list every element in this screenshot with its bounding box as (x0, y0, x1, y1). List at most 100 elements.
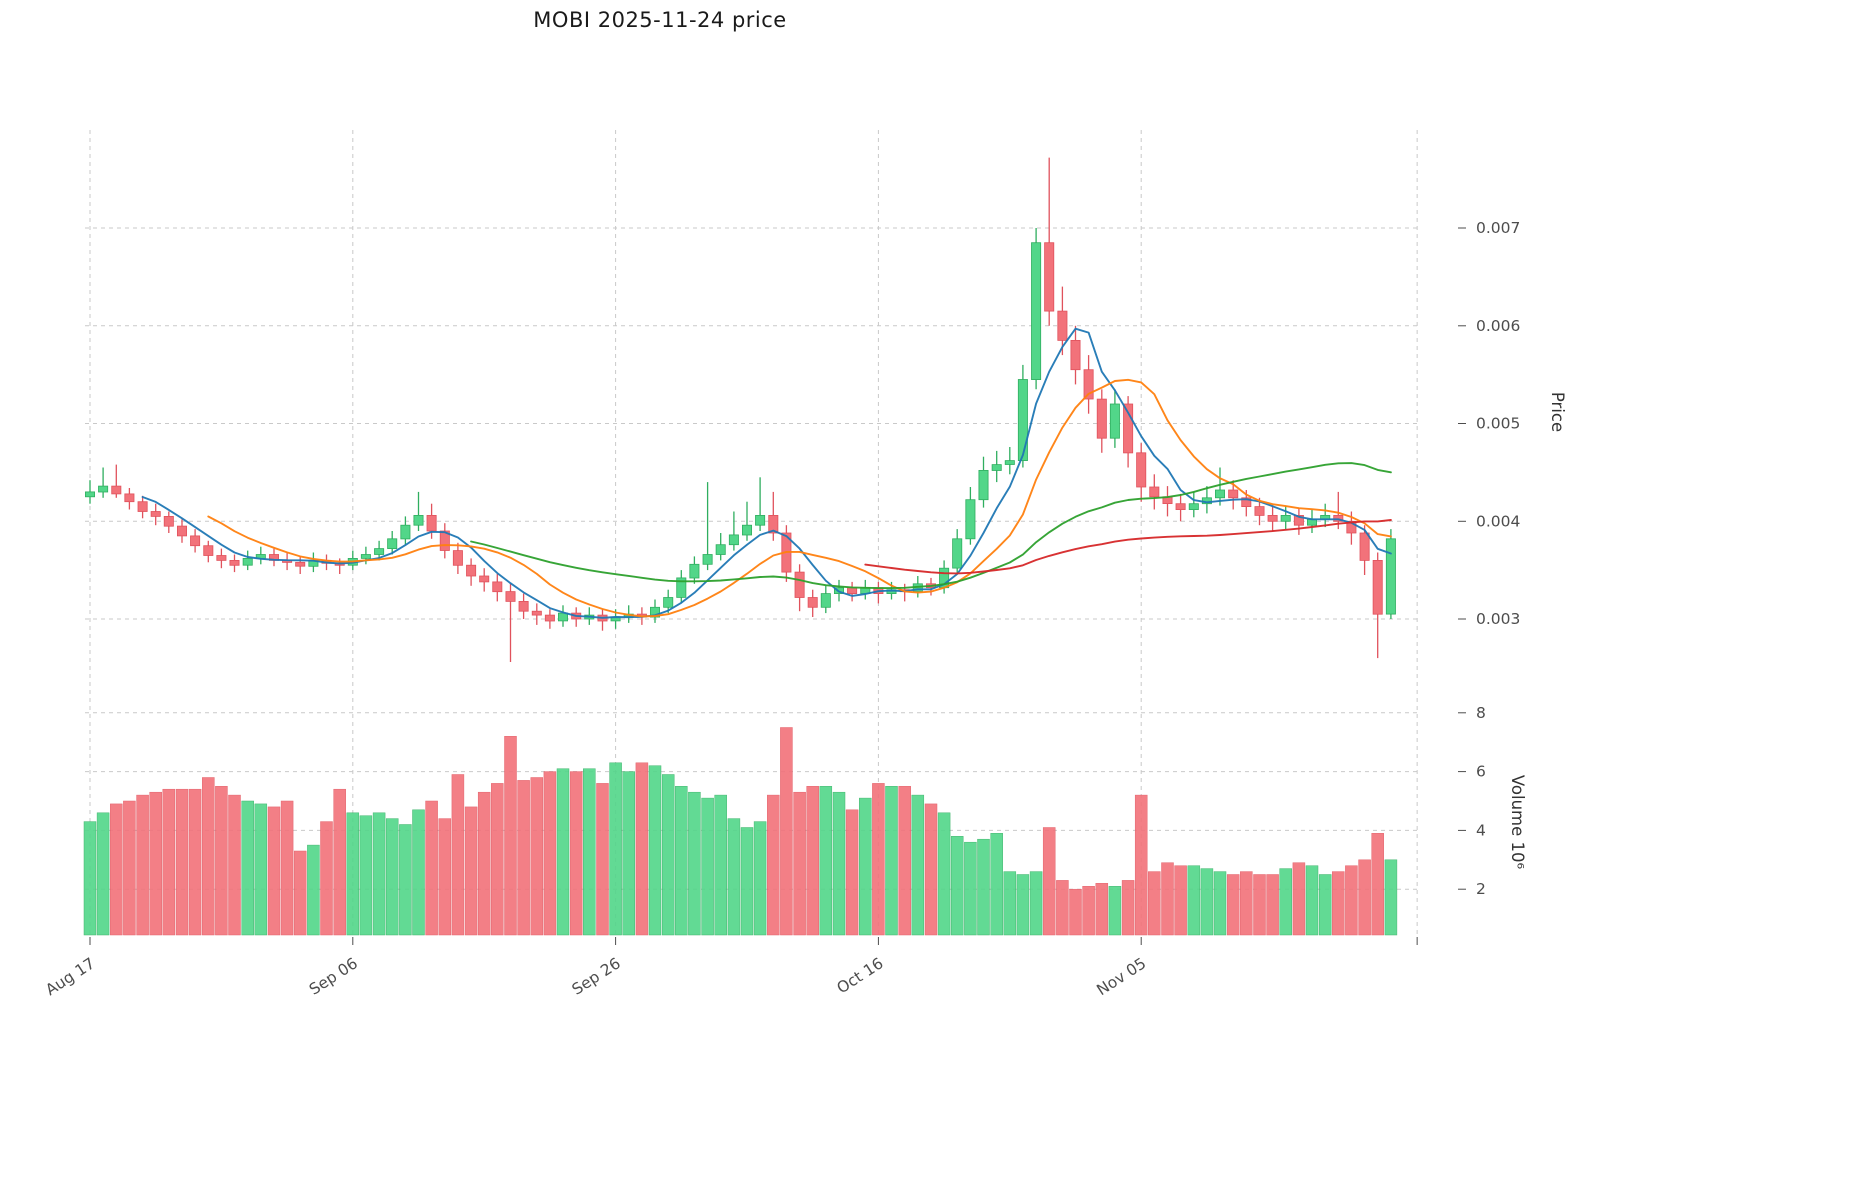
volume-bar (845, 809, 859, 936)
x-tick-label: Aug 17 (42, 954, 98, 999)
volume-bar (1121, 880, 1135, 936)
candle-body (295, 561, 306, 567)
candle-body (820, 593, 831, 608)
volume-bar (451, 774, 465, 936)
candle-body (413, 515, 424, 526)
candle-body (1136, 452, 1147, 488)
volume-bar (333, 788, 346, 936)
volume-bar (280, 800, 294, 936)
candle-body (1188, 503, 1199, 511)
volume-bar (175, 788, 189, 936)
candle-body (847, 587, 858, 595)
volume-bar (556, 768, 570, 936)
candle-body (794, 571, 805, 598)
volume-bar (1213, 871, 1227, 936)
price-axis-title: Price (1548, 392, 1567, 432)
volume-bar (543, 771, 557, 936)
candle-body (190, 535, 201, 547)
candle-body (1293, 515, 1304, 526)
volume-bar (872, 783, 885, 936)
volume-bar (1016, 874, 1030, 936)
volume-bar (1161, 862, 1174, 936)
candle-body (965, 499, 976, 540)
volume-bar (977, 838, 990, 936)
x-tick-label: Sep 26 (569, 954, 624, 998)
candle-body (374, 548, 385, 555)
candle-body (137, 501, 148, 512)
volume-bar (293, 850, 307, 936)
volume-bar (701, 797, 714, 936)
volume-bar (228, 794, 241, 936)
volume-bar (767, 794, 780, 936)
volume-bar (714, 794, 727, 936)
volume-bar (399, 824, 412, 936)
volume-bar (1187, 865, 1201, 936)
candle-body (1149, 486, 1160, 498)
candle-body (439, 530, 450, 551)
candle-body (360, 554, 371, 559)
volume-bar (1148, 871, 1161, 936)
candle-body (650, 606, 661, 618)
volume-bar (491, 783, 504, 936)
candle-body (978, 469, 989, 501)
volume-bar (1292, 862, 1306, 936)
candle-body (492, 581, 503, 593)
candle-body (452, 550, 463, 566)
volume-bar (202, 777, 215, 936)
volume-bar (622, 771, 635, 936)
candle-body (1346, 520, 1357, 534)
volume-bar (806, 786, 819, 936)
volume-bar (1042, 827, 1056, 936)
volume-bar (1029, 871, 1043, 936)
volume-bar (688, 791, 701, 936)
volume-bar (950, 836, 964, 936)
candle-body (807, 597, 818, 608)
volume-bar (937, 812, 951, 936)
volume-tick-label: 2 (1476, 880, 1486, 898)
candle-body (1267, 515, 1278, 522)
volume-bars (83, 727, 1398, 936)
volume-bar (504, 736, 517, 936)
volume-bar (412, 809, 425, 936)
ma5-line (141, 327, 1392, 619)
candle-body (505, 591, 516, 602)
ma30-line (470, 462, 1392, 590)
volume-bar (1253, 874, 1266, 936)
volume-bar (425, 800, 438, 936)
volume-bar (1069, 888, 1082, 936)
volume-bar (898, 786, 911, 936)
volume-bar (911, 794, 925, 936)
price-axis-labels: 0.003 0.004 0.005 0.006 0.007 Price (1458, 219, 1567, 628)
volume-bar (1003, 871, 1017, 936)
volume-bar (1200, 868, 1214, 936)
candle-body (1372, 560, 1383, 615)
volume-bar (661, 774, 675, 936)
volume-bar (1226, 874, 1240, 936)
volume-bar (162, 788, 176, 936)
candle-body (387, 538, 398, 549)
candle-body (952, 538, 963, 569)
candle-body (150, 511, 161, 517)
volume-bar (307, 844, 320, 936)
ma10-line (207, 378, 1392, 618)
volume-bar (215, 786, 228, 936)
candle-body (216, 555, 227, 561)
candle-body (518, 601, 529, 612)
volume-bar (1108, 886, 1122, 936)
volume-bar (464, 806, 478, 936)
volume-bar (1095, 883, 1109, 936)
candle-body (1241, 497, 1252, 507)
price-tick-label: 0.006 (1476, 317, 1520, 335)
volume-bar (675, 786, 688, 936)
candle-body (1044, 242, 1055, 312)
price-tick-label: 0.003 (1476, 610, 1520, 628)
candle-body (1083, 369, 1094, 400)
candle-body (1096, 398, 1107, 439)
candle-body (1280, 515, 1291, 522)
volume-bar (149, 791, 162, 936)
candle-body (1228, 489, 1239, 499)
volume-bar (819, 786, 833, 936)
candle-body (676, 577, 687, 598)
candle-body (479, 575, 490, 583)
